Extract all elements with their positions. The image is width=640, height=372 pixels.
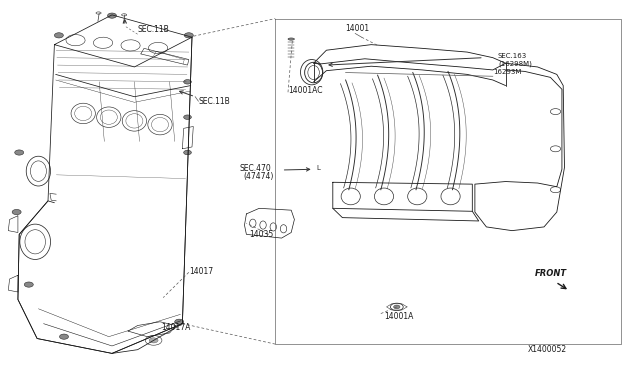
Text: (16298M): (16298M) bbox=[498, 61, 532, 67]
Text: 14017: 14017 bbox=[189, 267, 213, 276]
Circle shape bbox=[184, 150, 191, 155]
Circle shape bbox=[184, 115, 191, 119]
Circle shape bbox=[54, 33, 63, 38]
Text: 14035: 14035 bbox=[250, 230, 274, 239]
Text: 14001AC: 14001AC bbox=[288, 86, 323, 94]
Text: 16293M: 16293M bbox=[493, 69, 521, 75]
Circle shape bbox=[149, 338, 158, 343]
Circle shape bbox=[394, 305, 400, 309]
Text: L: L bbox=[317, 165, 321, 171]
Circle shape bbox=[60, 334, 68, 339]
Text: FRONT: FRONT bbox=[534, 269, 566, 278]
Text: 14001A: 14001A bbox=[384, 312, 413, 321]
Text: SEC.11B: SEC.11B bbox=[198, 97, 230, 106]
Circle shape bbox=[184, 33, 193, 38]
Text: X1400052: X1400052 bbox=[527, 345, 566, 354]
Text: SEC.470: SEC.470 bbox=[240, 164, 272, 173]
Circle shape bbox=[15, 150, 24, 155]
Ellipse shape bbox=[288, 38, 294, 40]
Circle shape bbox=[12, 209, 21, 215]
Circle shape bbox=[108, 13, 116, 18]
Text: 14017A: 14017A bbox=[161, 323, 191, 332]
Circle shape bbox=[175, 319, 184, 324]
Text: SEC.11B: SEC.11B bbox=[138, 25, 170, 34]
Text: 14001: 14001 bbox=[346, 24, 370, 33]
Text: SEC.163: SEC.163 bbox=[498, 53, 527, 59]
Circle shape bbox=[24, 282, 33, 287]
Text: (47474): (47474) bbox=[243, 172, 273, 181]
Circle shape bbox=[184, 80, 191, 84]
